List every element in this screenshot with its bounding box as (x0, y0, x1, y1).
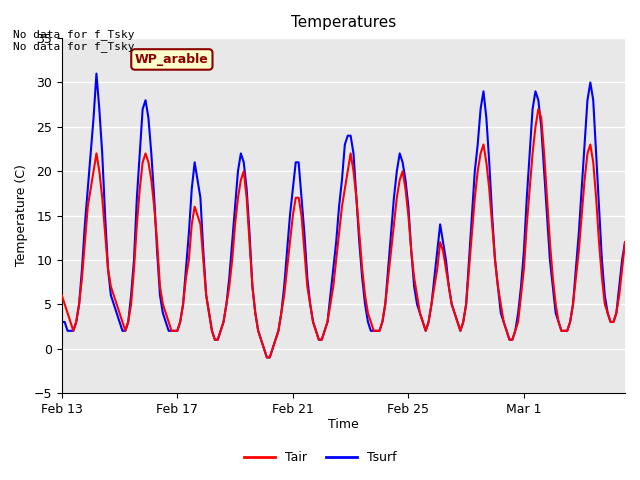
Tsurf (93, 71, 100, 76)
Tsurf (546, 257, 554, 263)
Line: Tsurf: Tsurf (62, 73, 625, 358)
Line: Tair: Tair (62, 109, 625, 358)
Tsurf (217, 328, 225, 334)
Tair (436, 239, 444, 245)
Tsurf (439, 239, 447, 245)
Tair (81, 239, 89, 245)
Tair (534, 106, 542, 112)
Text: WP_arable: WP_arable (135, 53, 209, 66)
Text: No data for f_Tsky
No data for f_Tsky: No data for f_Tsky No data for f_Tsky (13, 29, 134, 52)
X-axis label: Time: Time (328, 419, 359, 432)
Tair (376, 328, 383, 334)
Tsurf (592, 151, 600, 156)
Tair (546, 239, 554, 245)
Tair (214, 337, 221, 343)
Tair (263, 355, 271, 360)
Tair (58, 292, 66, 298)
Tsurf (378, 319, 386, 325)
Tair (592, 195, 600, 201)
Tsurf (621, 239, 629, 245)
Y-axis label: Temperature (C): Temperature (C) (15, 165, 28, 266)
Tsurf (263, 355, 271, 360)
Legend: Tair, Tsurf: Tair, Tsurf (239, 446, 401, 469)
Tsurf (58, 319, 66, 325)
Tair (621, 239, 629, 245)
Title: Temperatures: Temperatures (291, 15, 396, 30)
Tsurf (81, 221, 89, 227)
